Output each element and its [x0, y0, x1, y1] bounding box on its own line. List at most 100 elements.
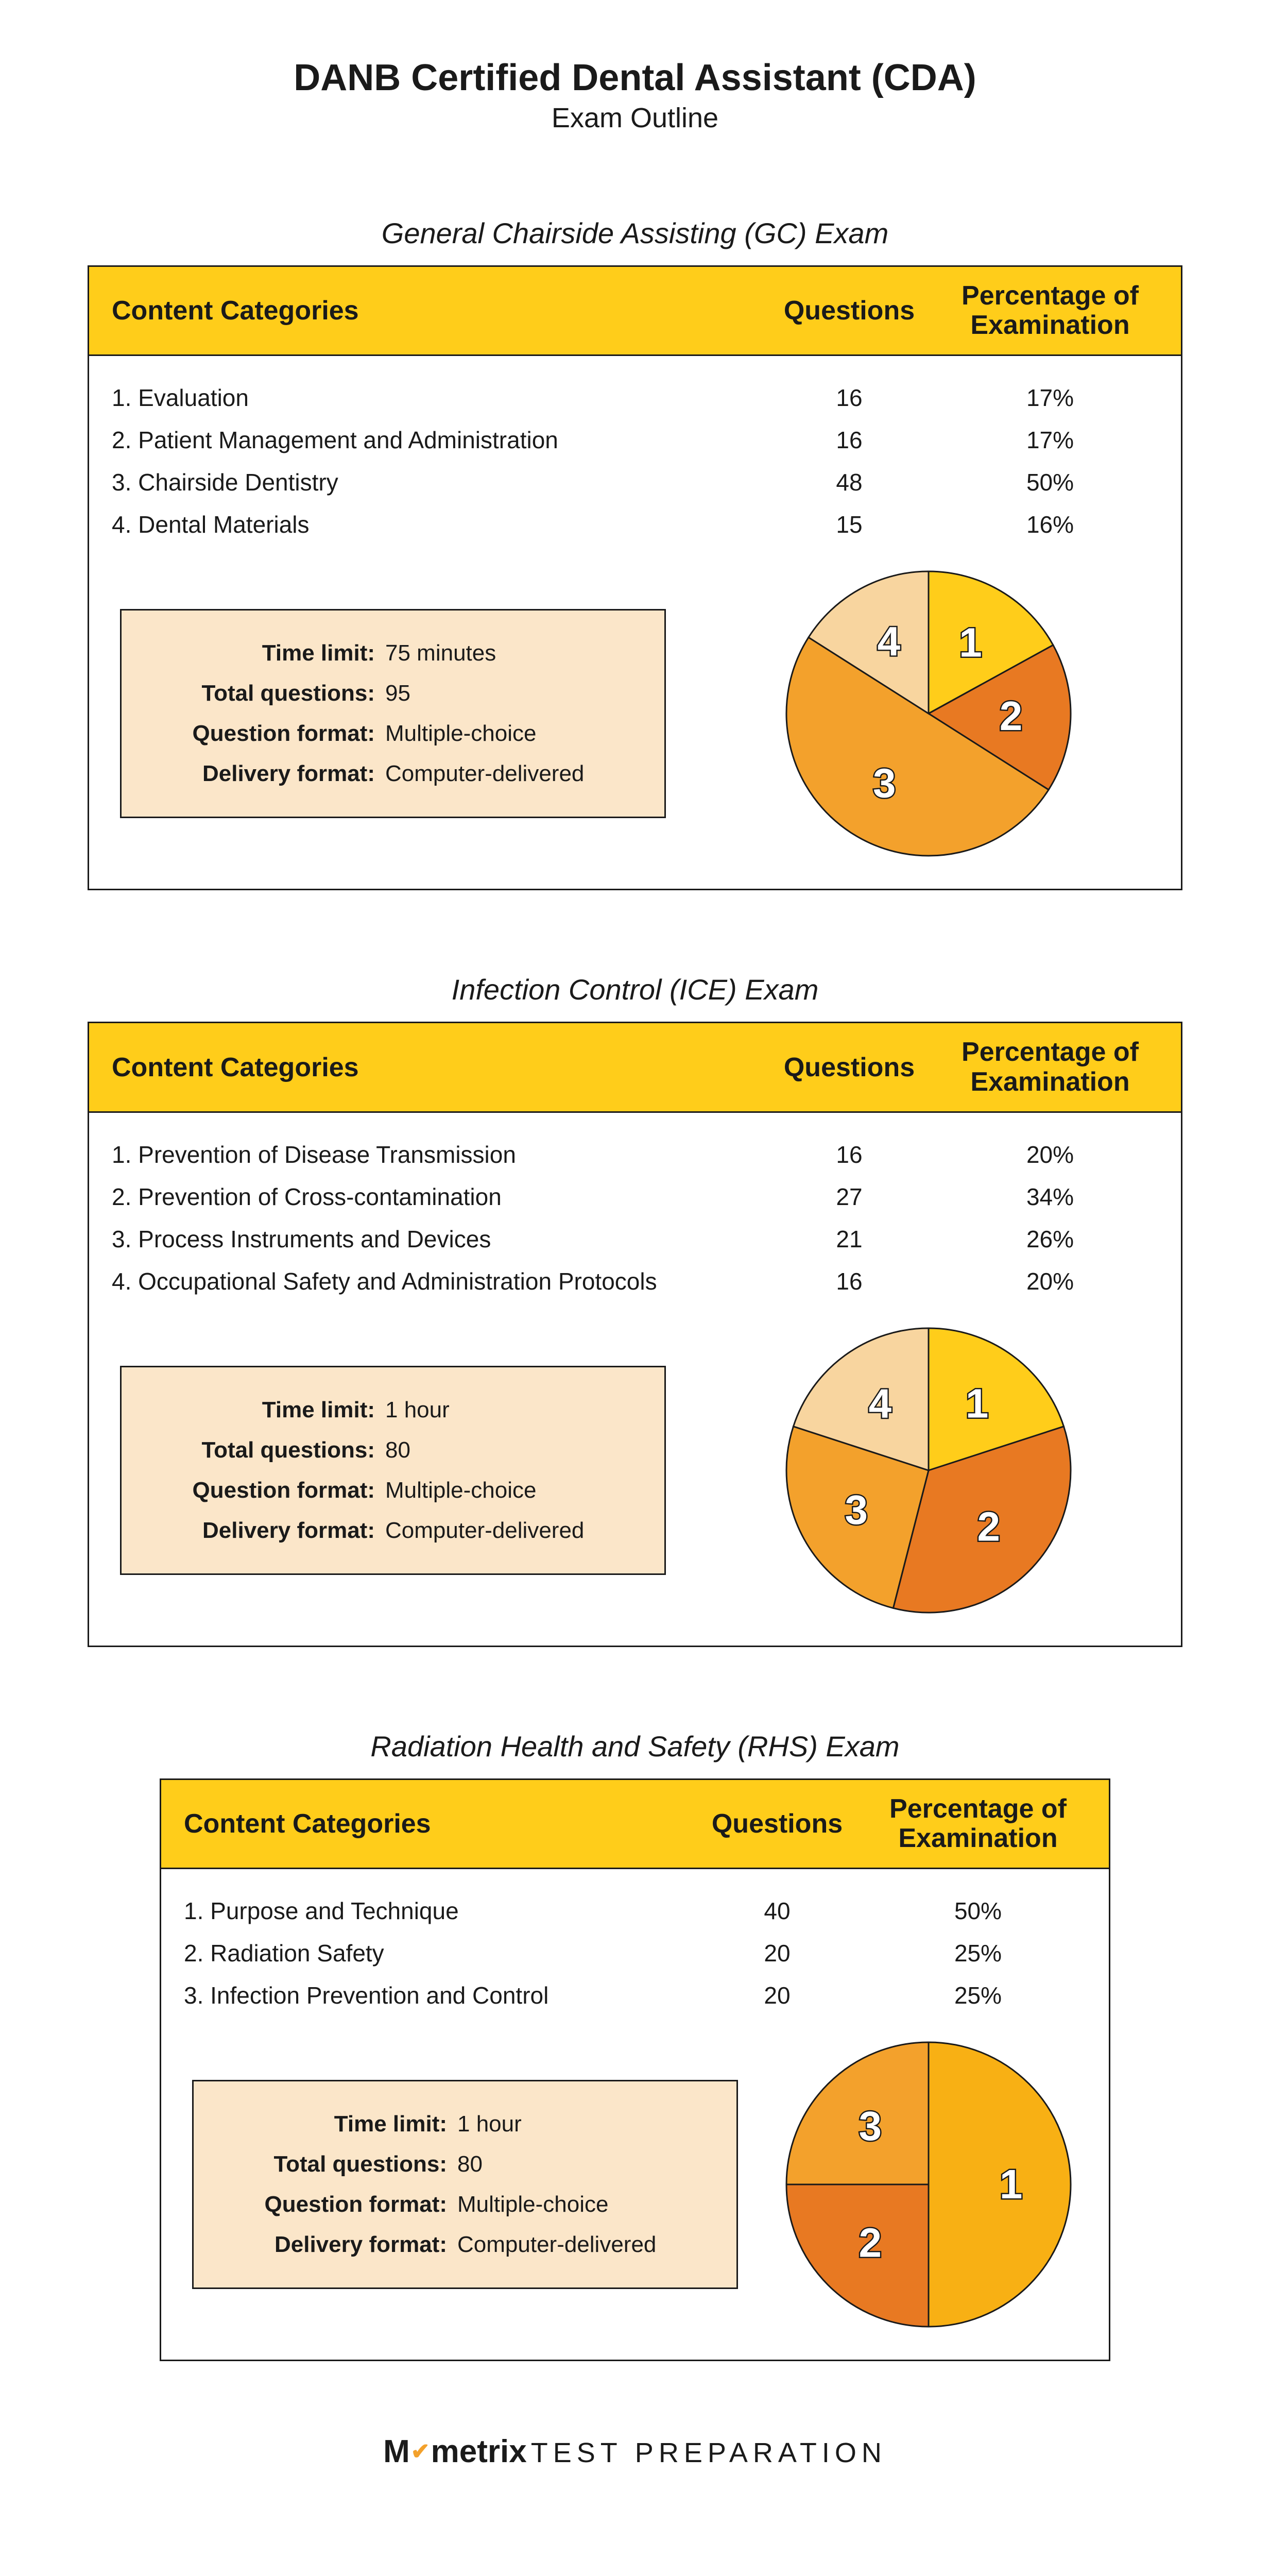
table-row: 3. Infection Prevention and Control2025% — [184, 1974, 1086, 2016]
cell-category: 1. Evaluation — [112, 384, 757, 412]
cell-category: 3. Chairside Dentistry — [112, 468, 757, 496]
col-category: Content Categories — [112, 1052, 757, 1083]
info-line: Total questions:80 — [222, 2144, 708, 2184]
pie-slice-label: 3 — [845, 1487, 868, 1533]
pie-chart: 12 3 4 — [784, 569, 1073, 858]
table-row: 2. Radiation Safety2025% — [184, 1932, 1086, 1974]
pie-wrap: 1234 — [707, 1326, 1150, 1615]
cell-percentage: 25% — [870, 1981, 1086, 2009]
page-subtitle: Exam Outline — [88, 102, 1182, 134]
pie-chart: 1234 — [784, 1326, 1073, 1615]
cell-category: 1. Prevention of Disease Transmission — [112, 1141, 757, 1168]
cell-percentage: 26% — [942, 1225, 1158, 1253]
total-questions-label: Total questions: — [222, 2151, 454, 2177]
cell-percentage: 25% — [870, 1939, 1086, 1967]
cell-questions: 16 — [757, 426, 942, 454]
table-row: 2. Patient Management and Administration… — [112, 419, 1158, 461]
pie-slice — [786, 2042, 929, 2184]
page-title: DANB Certified Dental Assistant (CDA) — [88, 57, 1182, 99]
cell-questions: 16 — [757, 1141, 942, 1168]
question-format-label: Question format: — [150, 721, 382, 747]
info-box: Time limit:1 hourTotal questions:80Quest… — [120, 1366, 666, 1575]
time-limit-label: Time limit: — [222, 2111, 454, 2137]
time-limit-label: Time limit: — [150, 1397, 382, 1423]
pie-chart: 123 — [784, 2040, 1073, 2329]
question-format-label: Question format: — [222, 2192, 454, 2217]
cell-questions: 20 — [684, 1939, 870, 1967]
wm-rest: metrix — [431, 2434, 527, 2469]
pie-slice-label: 3 — [873, 760, 896, 806]
info-box: Time limit:1 hourTotal questions:80Quest… — [192, 2080, 738, 2289]
exam-card: Content CategoriesQuestionsPercentage of… — [88, 1022, 1182, 1647]
card-lower: Time limit:1 hourTotal questions:80Quest… — [161, 2025, 1109, 2360]
table-row: 1. Prevention of Disease Transmission162… — [112, 1133, 1158, 1176]
delivery-format-label: Delivery format: — [150, 1518, 382, 1544]
col-questions: Questions — [757, 1052, 942, 1083]
section-title: Radiation Health and Safety (RHS) Exam — [88, 1730, 1182, 1763]
question-format-label: Question format: — [150, 1478, 382, 1503]
cell-questions: 48 — [757, 468, 942, 496]
delivery-format-value: Computer-delivered — [454, 2232, 656, 2258]
section-title: Infection Control (ICE) Exam — [88, 973, 1182, 1006]
col-category: Content Categories — [112, 295, 757, 326]
cell-questions: 16 — [757, 384, 942, 412]
cell-questions: 27 — [757, 1183, 942, 1211]
info-line: Time limit:1 hour — [150, 1390, 636, 1430]
table-body: 1. Purpose and Technique4050%2. Radiatio… — [161, 1869, 1109, 2025]
info-line: Delivery format:Computer-delivered — [222, 2225, 708, 2265]
question-format-value: Multiple-choice — [382, 721, 536, 747]
table-body: 1. Evaluation1617% 2. Patient Management … — [89, 356, 1181, 554]
pie-slice-label: 2 — [1000, 693, 1023, 739]
question-format-value: Multiple-choice — [454, 2192, 608, 2217]
cell-percentage: 17% — [942, 384, 1158, 412]
cell-category: 4. Occupational Safety and Administratio… — [112, 1267, 757, 1295]
time-limit-value: 1 hour — [382, 1397, 450, 1423]
cell-percentage: 34% — [942, 1183, 1158, 1211]
table-header: Content CategoriesQuestionsPercentage of… — [161, 1780, 1109, 1869]
info-line: Question format:Multiple-choice — [150, 714, 636, 754]
card-lower: Time limit:75 minutesTotal questions:95Q… — [89, 554, 1181, 889]
table-row: 1. Purpose and Technique4050% — [184, 1890, 1086, 1932]
cell-questions: 20 — [684, 1981, 870, 2009]
info-line: Delivery format:Computer-delivered — [150, 1511, 636, 1551]
cell-category: 3. Infection Prevention and Control — [184, 1981, 684, 2009]
cell-percentage: 20% — [942, 1267, 1158, 1295]
total-questions-value: 80 — [382, 1437, 410, 1463]
time-limit-value: 75 minutes — [382, 640, 496, 666]
pie-slice — [786, 2184, 929, 2327]
question-format-value: Multiple-choice — [382, 1478, 536, 1503]
section-title: General Chairside Assisting (GC) Exam — [88, 216, 1182, 250]
table-header: Content CategoriesQuestionsPercentage of… — [89, 267, 1181, 356]
table-header: Content CategoriesQuestionsPercentage of… — [89, 1023, 1181, 1112]
cell-questions: 21 — [757, 1225, 942, 1253]
cell-questions: 16 — [757, 1267, 942, 1295]
card-lower: Time limit:1 hourTotal questions:80Quest… — [89, 1311, 1181, 1646]
pie-wrap: 12 3 4 — [707, 569, 1150, 858]
delivery-format-label: Delivery format: — [222, 2232, 454, 2258]
pie-slice-label: 2 — [859, 2219, 882, 2265]
pie-slice-label: 4 — [878, 618, 901, 664]
info-line: Total questions:80 — [150, 1430, 636, 1470]
col-questions: Questions — [684, 1808, 870, 1839]
total-questions-value: 95 — [382, 681, 410, 706]
delivery-format-label: Delivery format: — [150, 761, 382, 787]
delivery-format-value: Computer-delivered — [382, 1518, 584, 1544]
cell-category: 2. Patient Management and Administration — [112, 426, 757, 454]
table-row: 4. Occupational Safety and Administratio… — [112, 1260, 1158, 1302]
cell-category: 2. Radiation Safety — [184, 1939, 684, 1967]
pie-slice-label: 3 — [859, 2103, 882, 2149]
cell-percentage: 20% — [942, 1141, 1158, 1168]
col-percentage: Percentage ofExamination — [942, 281, 1158, 340]
exam-card: Content CategoriesQuestionsPercentage of… — [88, 265, 1182, 890]
info-line: Question format:Multiple-choice — [150, 1470, 636, 1511]
col-category: Content Categories — [184, 1808, 684, 1839]
cell-percentage: 50% — [942, 468, 1158, 496]
info-line: Question format:Multiple-choice — [222, 2184, 708, 2225]
time-limit-value: 1 hour — [454, 2111, 522, 2137]
cell-percentage: 16% — [942, 511, 1158, 538]
cell-category: 4. Dental Materials — [112, 511, 757, 538]
table-row: 3. Chairside Dentistry4850% — [112, 461, 1158, 503]
exam-card: Content CategoriesQuestionsPercentage of… — [160, 1778, 1110, 2361]
pie-slice-label: 1 — [959, 620, 982, 666]
pie-wrap: 123 — [779, 2040, 1078, 2329]
